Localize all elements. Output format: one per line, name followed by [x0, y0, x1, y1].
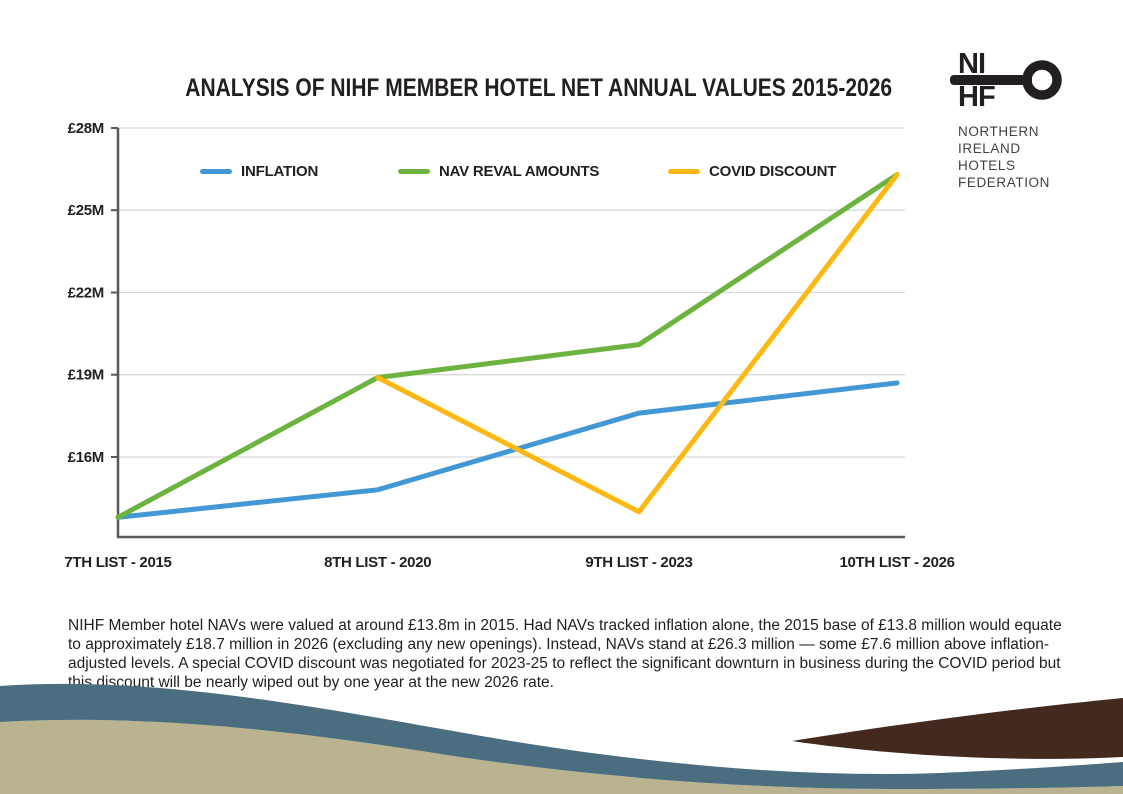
legend-item-covid-discount: COVID DISCOUNT [668, 158, 836, 184]
logo-org-line: IRELAND [958, 141, 1021, 156]
legend-label-covid-discount: COVID DISCOUNT [709, 162, 837, 180]
series-line-nav-reval-amounts [115, 172, 900, 520]
logo-org-line: NORTHERN [958, 124, 1040, 139]
x-axis-label: 10TH LIST - 2026 [839, 554, 954, 571]
logo-org-line: HOTELS [958, 158, 1016, 173]
y-axis-label: £25M [68, 202, 104, 219]
key-shaft [950, 75, 1032, 85]
legend-item-nav-reval-amounts: NAV REVAL AMOUNTS [398, 158, 599, 184]
nihf-key-icon: NI HF [950, 48, 1062, 113]
series-line-covid-discount [375, 172, 900, 515]
legend-label-nav-reval-amounts: NAV REVAL AMOUNTS [439, 162, 600, 180]
chart-legend: INFLATION NAV REVAL AMOUNTS COVID DISCOUNT [118, 158, 905, 184]
footer-waves [0, 683, 1123, 794]
chart-title-text: ANALYSIS OF NIHF MEMBER HOTEL NET ANNUAL… [185, 74, 893, 102]
key-ring [1022, 60, 1062, 100]
legend-swatch-covid-discount [668, 168, 700, 174]
y-axis-label: £22M [68, 285, 104, 302]
legend-label-inflation: INFLATION [241, 162, 319, 180]
footer-wave-blue [0, 683, 1123, 789]
legend-swatch-nav-reval-amounts [398, 168, 430, 174]
legend-item-inflation: INFLATION [200, 158, 318, 184]
logo-mark-ni: NI [958, 48, 985, 80]
logo-org-line: FEDERATION [958, 175, 1051, 190]
x-axis-label: 8TH LIST - 2020 [324, 554, 431, 571]
logo-org-name: NORTHERN IRELAND HOTELS FEDERATION [958, 123, 1115, 191]
y-axis-label: £19M [68, 367, 104, 384]
x-axis-label: 9TH LIST - 2023 [585, 554, 692, 571]
footer-wave-khaki [0, 719, 1123, 794]
footer-wave-brown [792, 698, 1123, 759]
chart-note: NIHF Member hotel NAVs were valued at ar… [68, 616, 1062, 691]
series-line-inflation [115, 380, 900, 520]
legend-swatch-inflation [200, 168, 232, 174]
nihf-logo: NI HF NORTHERN IRELAND HOTELS FEDERATION [945, 46, 1115, 191]
chart-title: ANALYSIS OF NIHF MEMBER HOTEL NET ANNUAL… [118, 74, 905, 103]
y-axis-label: £16M [68, 449, 104, 466]
y-axis-label: £28M [68, 120, 104, 137]
logo-mark-hf: HF [958, 81, 995, 112]
x-axis-label: 7TH LIST - 2015 [64, 554, 171, 571]
